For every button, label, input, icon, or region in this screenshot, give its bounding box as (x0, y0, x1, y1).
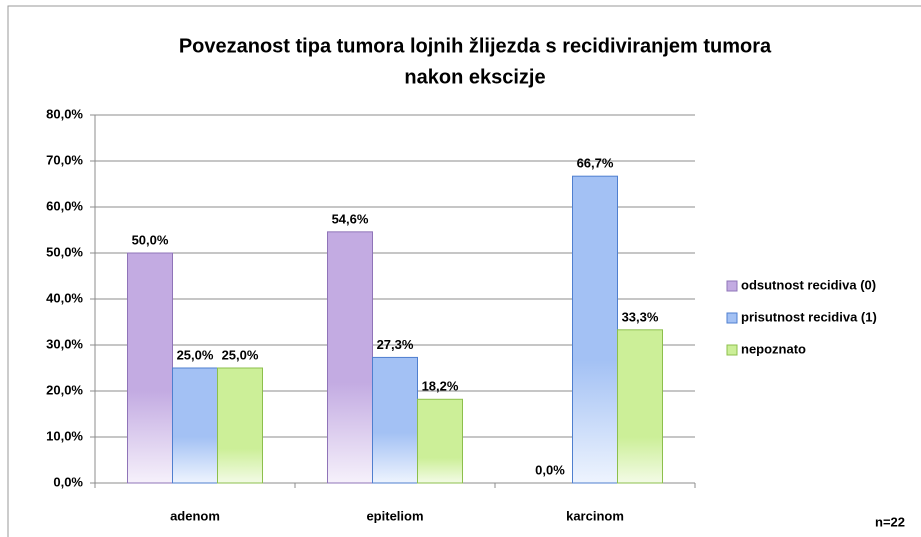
data-label: 66,7% (577, 156, 614, 171)
x-tick-label: epiteliom (366, 508, 423, 523)
x-tick-label: karcinom (566, 508, 624, 523)
data-label: 54,6% (332, 211, 369, 226)
bar (217, 367, 263, 484)
bar (572, 175, 618, 484)
y-tick-label: 60,0% (46, 198, 83, 213)
x-tick-label: adenom (170, 508, 220, 523)
y-tick-label: 10,0% (46, 428, 83, 443)
bar (617, 329, 663, 484)
data-label: 27,3% (377, 337, 414, 352)
chart-title: nakon ekscizje (404, 66, 545, 88)
legend-label: odsutnost recidiva (0) (741, 277, 876, 292)
data-label: 25,0% (222, 347, 259, 362)
data-label: 50,0% (132, 232, 169, 247)
y-tick-label: 20,0% (46, 382, 83, 397)
y-tick-label: 70,0% (46, 152, 83, 167)
data-label: 25,0% (177, 347, 214, 362)
legend-label: nepoznato (741, 341, 806, 356)
bar (127, 252, 173, 484)
bar (417, 398, 463, 484)
data-label: 18,2% (422, 379, 459, 394)
bar (372, 356, 418, 484)
legend-label: prisutnost recidiva (1) (741, 309, 877, 324)
y-tick-label: 40,0% (46, 290, 83, 305)
data-label: 33,3% (622, 309, 659, 324)
annotation: n=22 (875, 514, 905, 529)
chart-border (7, 5, 921, 537)
bar (172, 367, 218, 484)
chart-title: Povezanost tipa tumora lojnih žlijezda s… (179, 35, 772, 57)
legend-swatch (726, 312, 738, 324)
y-tick-label: 50,0% (46, 244, 83, 259)
y-tick-label: 80,0% (46, 106, 83, 121)
legend-swatch (726, 280, 738, 292)
y-tick-label: 0,0% (53, 474, 83, 489)
legend-swatch (726, 344, 738, 356)
y-tick-label: 30,0% (46, 336, 83, 351)
bar (327, 231, 373, 484)
data-label: 0,0% (535, 462, 565, 477)
